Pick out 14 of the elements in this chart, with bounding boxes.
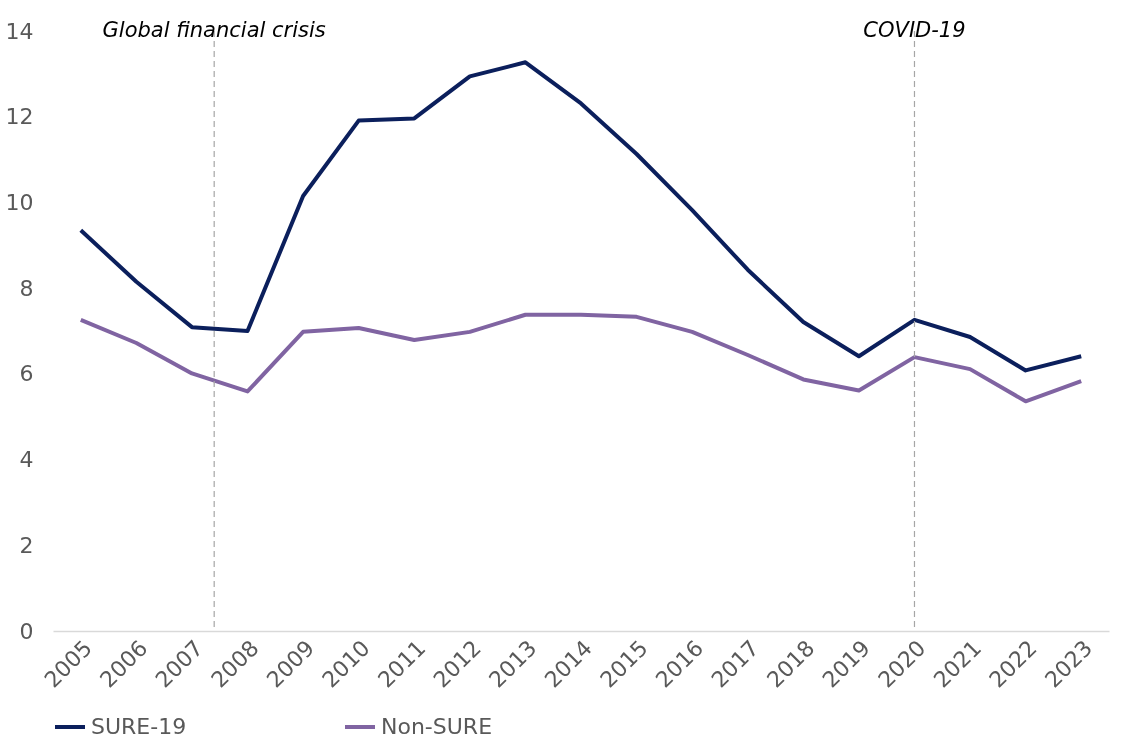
y-tick-label: 0: [19, 618, 34, 644]
line-series: [78, 312, 1084, 404]
line-series: [78, 60, 1084, 373]
ref-line-label: COVID-19: [863, 18, 966, 42]
ref-line-label: Global financial crisis: [102, 18, 326, 42]
y-tick-label: 14: [5, 18, 34, 44]
y-tick-label: 8: [19, 275, 34, 301]
y-tick-label: 10: [5, 189, 34, 215]
y-tick-label: 4: [19, 447, 34, 473]
y-tick-label: 6: [19, 361, 34, 387]
legend-label: Non-SURE: [381, 714, 493, 739]
y-tick-label: 2: [19, 532, 34, 558]
legend-label: SURE-19: [91, 714, 187, 739]
y-tick-label: 12: [5, 104, 34, 130]
